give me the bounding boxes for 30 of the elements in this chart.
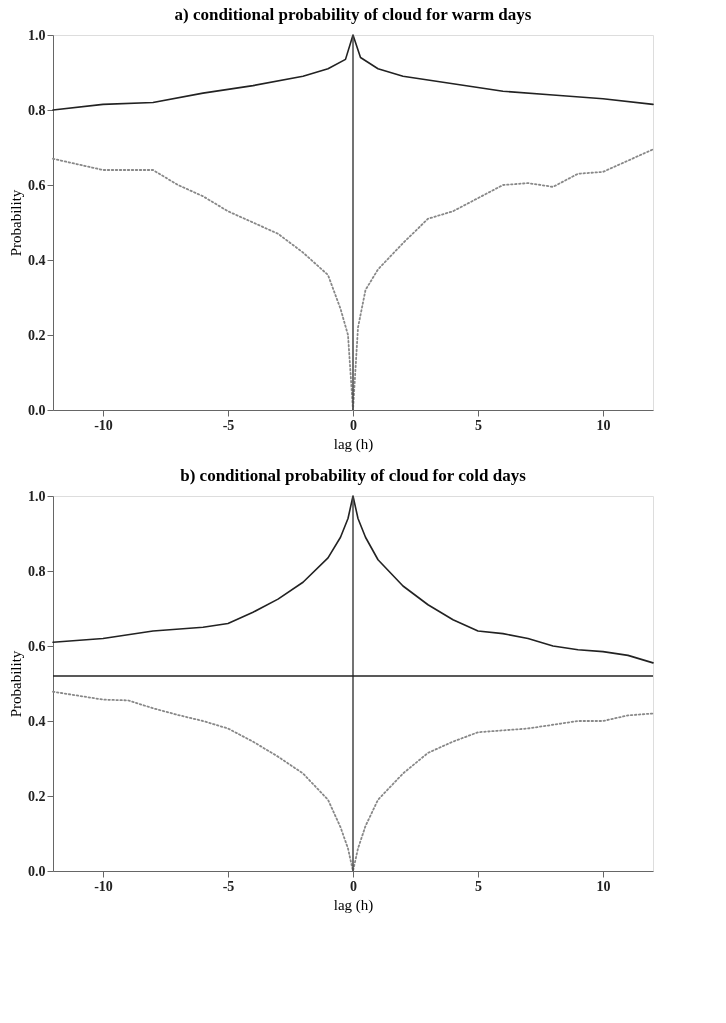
x-tick-label: -5 bbox=[222, 417, 235, 433]
x-tick-label: -10 bbox=[94, 417, 113, 433]
y-tick-label: 0.0 bbox=[28, 863, 46, 879]
x-tick-label: 10 bbox=[596, 878, 611, 894]
y-tick-label: 1.0 bbox=[28, 27, 46, 43]
y-axis-title: Probability bbox=[8, 650, 24, 718]
y-axis-title: Probability bbox=[8, 189, 24, 257]
y-tick-label: 0.6 bbox=[28, 638, 46, 654]
y-tick-label: 0.8 bbox=[28, 102, 46, 118]
x-tick-label: -10 bbox=[94, 878, 113, 894]
x-tick-label: 5 bbox=[475, 417, 482, 433]
x-axis-title: lag (h) bbox=[333, 896, 374, 914]
x-tick-label: 0 bbox=[350, 417, 357, 433]
x-tick-label: -5 bbox=[222, 878, 235, 894]
y-tick-label: 0.8 bbox=[28, 563, 46, 579]
x-axis-title: lag (h) bbox=[333, 435, 374, 453]
y-tick-label: 0.2 bbox=[28, 788, 46, 804]
x-tick-label: 0 bbox=[350, 878, 357, 894]
y-tick-label: 0.0 bbox=[28, 402, 46, 418]
chart-title: a) conditional probability of cloud for warm days bbox=[174, 5, 532, 24]
x-tick-label: 5 bbox=[475, 878, 482, 894]
y-tick-label: 1.0 bbox=[28, 488, 46, 504]
y-tick-label: 0.6 bbox=[28, 177, 46, 193]
chart-title: b) conditional probability of cloud for cold days bbox=[180, 466, 527, 485]
y-tick-label: 0.4 bbox=[28, 252, 46, 268]
y-tick-label: 0.2 bbox=[28, 327, 46, 343]
line-series bbox=[52, 495, 654, 664]
x-tick-label: 10 bbox=[596, 417, 611, 433]
y-tick-label: 0.4 bbox=[28, 713, 46, 729]
line-series bbox=[52, 34, 654, 111]
